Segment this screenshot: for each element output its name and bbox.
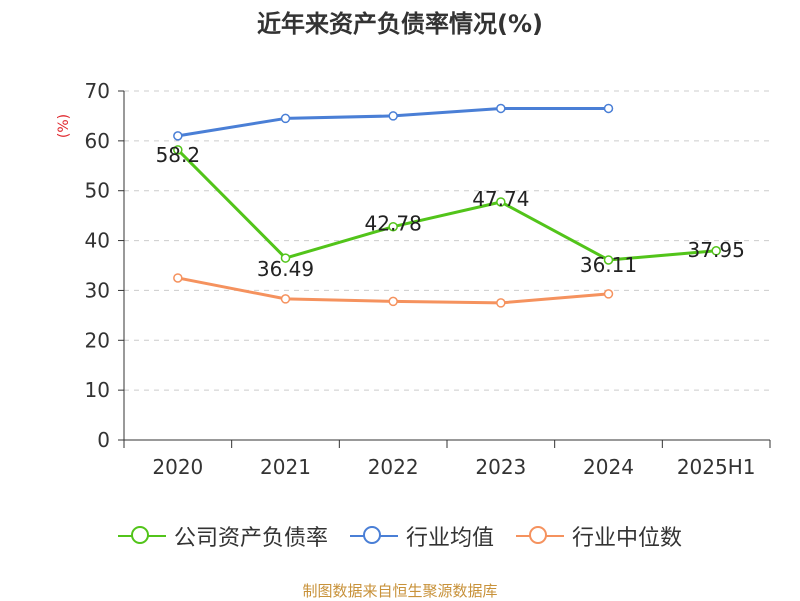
data-point [280,253,291,263]
data-point [603,103,614,114]
data-label: 37.95 [688,238,745,262]
legend-label-industry-mean: 行业均值 [405,526,494,551]
legend-item-company[interactable]: 公司资产负债率 [117,520,328,552]
data-point [280,294,291,304]
data-point [173,131,183,141]
y-tick-label: 60 [85,129,110,153]
legend-item-industry-mean[interactable]: 行业均值 [349,520,494,552]
y-tick-label: 20 [85,328,110,352]
data-point [603,289,614,299]
legend-marker-company [117,526,166,546]
series-line [176,148,717,262]
data-label: 36.11 [580,253,637,277]
chart-title: 近年来资产负债率情况(%) [257,10,543,38]
x-tick-label: 2022 [368,455,419,479]
data-point [711,246,721,256]
legend-item-industry-median[interactable]: 行业中位数 [516,520,682,552]
x-tick-label: 2023 [475,455,526,479]
legend: 公司资产负债率 行业均值 行业中位数 [0,520,800,552]
data-point [173,273,183,283]
data-label: 47.74 [472,187,529,211]
data-source-note: 制图数据来自恒生聚源数据库 [302,582,498,600]
y-tick-label: 40 [85,229,110,253]
data-point [388,111,398,121]
data-point [603,255,614,265]
y-tick-label: 10 [85,378,110,402]
y-tick-label: 30 [85,278,110,302]
x-tick-label: 2024 [583,455,634,479]
legend-label-industry-median: 行业中位数 [572,526,683,551]
legend-marker-industry-mean [349,526,398,546]
data-point [496,298,506,308]
data-point [280,113,291,124]
data-point [388,221,398,232]
legend-marker-industry-median [516,526,564,546]
y-axis-label: (%) [56,114,72,138]
data-label: 58.2 [156,143,201,167]
x-tick-label: 2020 [152,455,203,479]
data-label: 42.78 [365,212,422,236]
data-point [496,103,506,114]
x-tick-label: 2025H1 [677,455,756,479]
data-point [173,145,183,155]
x-tick-label: 2021 [260,455,311,479]
y-tick-label: 70 [85,79,110,103]
data-label: 36.49 [257,257,314,281]
data-point [388,296,398,307]
legend-label-company: 公司资产负债率 [173,526,328,551]
y-tick-label: 50 [85,179,110,203]
y-tick-label: 0 [97,428,110,452]
data-point [496,197,506,207]
